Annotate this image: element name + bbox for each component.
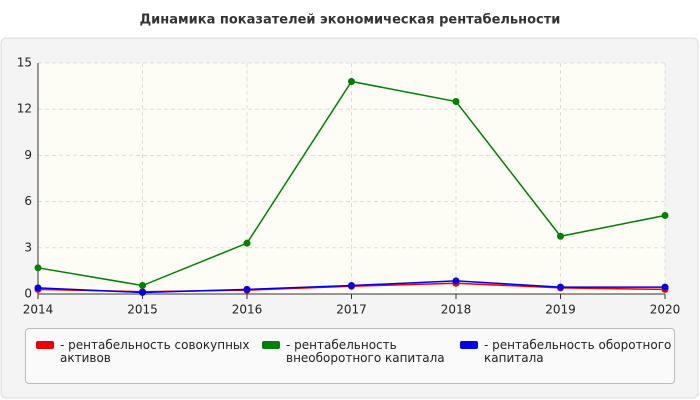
x-tick-label: 2020 <box>650 303 681 317</box>
legend-swatch <box>262 341 280 349</box>
x-tick-label: 2019 <box>545 303 576 317</box>
y-tick-label: 3 <box>24 240 32 254</box>
legend-label: - рентабельность внеоборотного капитала <box>286 338 445 365</box>
y-tick-label: 0 <box>24 287 32 301</box>
x-tick-label: 2015 <box>127 303 158 317</box>
y-tick-label: 15 <box>17 56 32 70</box>
point <box>139 282 146 290</box>
legend-swatch <box>460 341 478 349</box>
legend: - рентабельность совокупных активов - рен… <box>25 328 675 384</box>
y-tick-label: 12 <box>17 102 32 116</box>
legend-swatch <box>36 341 54 349</box>
point <box>348 282 355 290</box>
legend-item[interactable]: - рентабельность совокупных активов <box>36 339 250 365</box>
legend-item[interactable]: - рентабельность оборотного капитала <box>460 339 674 365</box>
x-tick-label: 2016 <box>232 303 263 317</box>
x-tick-label: 2018 <box>441 303 472 317</box>
point <box>557 232 564 240</box>
legend-item[interactable]: - рентабельность внеоборотного капитала <box>262 339 476 365</box>
point <box>139 288 146 296</box>
point <box>557 283 564 291</box>
point <box>243 285 251 293</box>
point <box>34 264 42 272</box>
point <box>348 77 355 85</box>
point <box>661 211 669 219</box>
point <box>661 283 669 291</box>
point <box>452 277 460 285</box>
y-tick-label: 6 <box>24 194 32 208</box>
x-tick-label: 2014 <box>23 303 54 317</box>
point <box>34 284 42 292</box>
point <box>243 239 251 247</box>
x-tick-label: 2017 <box>336 303 367 317</box>
y-tick-label: 9 <box>24 148 32 162</box>
chart-title: Динамика показателей экономическая рента… <box>140 13 561 28</box>
legend-label: - рентабельность совокупных активов <box>60 338 250 365</box>
point <box>452 98 460 105</box>
legend-label: - рентабельность оборотного капитала <box>484 338 672 365</box>
